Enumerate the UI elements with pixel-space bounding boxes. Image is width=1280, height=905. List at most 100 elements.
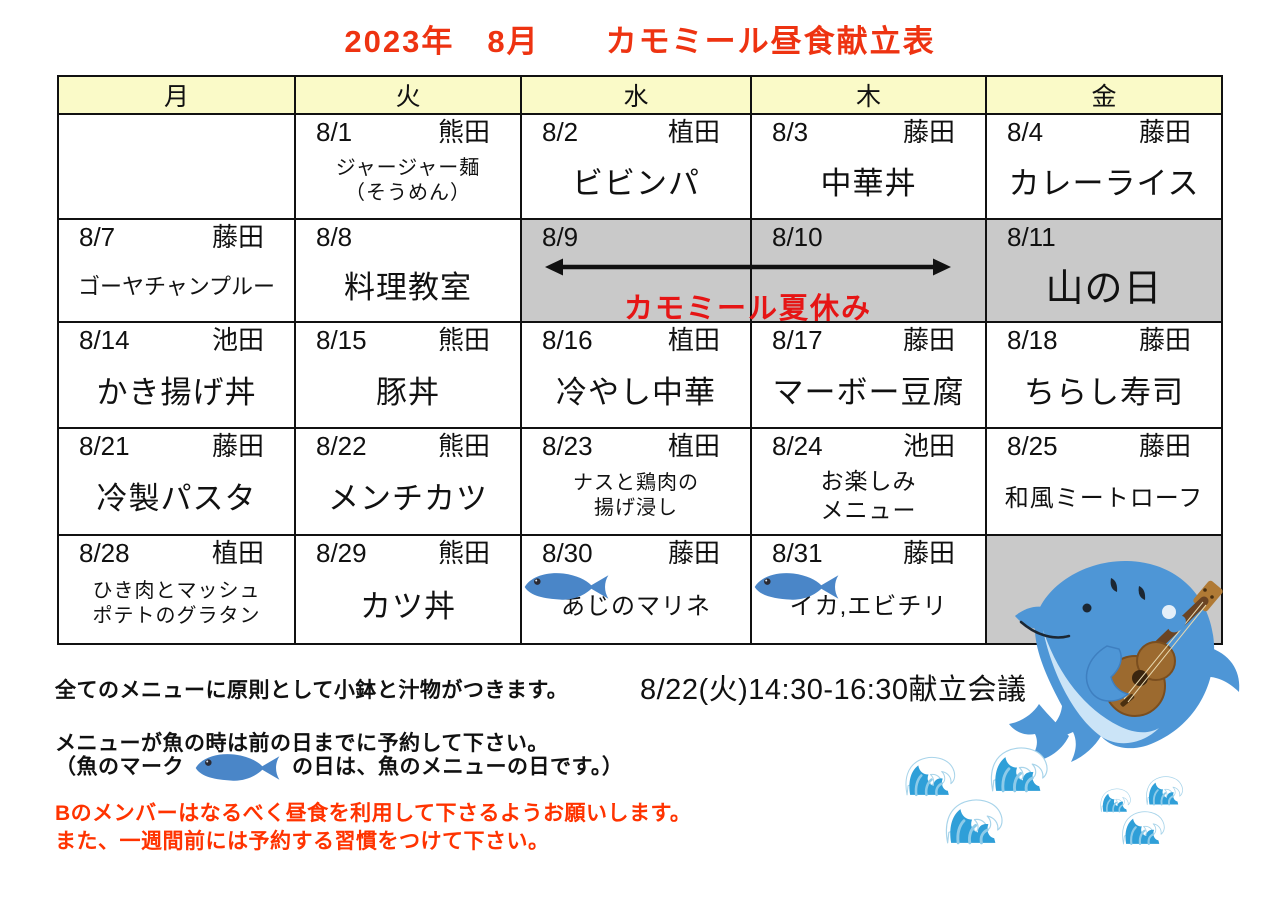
cell-menu: ジャージャー麺 （そうめん） [335,156,481,204]
cell-date: 8/8 [316,222,353,252]
summer-vacation-arrow [545,258,951,276]
cell-date: 8/18 [1007,325,1058,355]
wave-icon [1099,787,1132,813]
cell-aug-7: 8/7 藤田 ゴーヤチャンプルー [57,218,296,323]
cell-date: 8/10 [772,222,823,252]
cell-date: 8/4 [1007,117,1044,147]
cell-aug-29: 8/29 熊田 カツ丼 [294,534,522,645]
weekday-fri: 金 [985,75,1223,115]
cell-menu: 冷製パスタ [96,481,257,517]
cell-staff: 藤田 [902,538,955,568]
note-fish-mark-pre: （魚のマーク [55,755,184,779]
cell-menu: かき揚げ丼 [96,374,257,410]
cell-date: 8/9 [542,222,579,252]
dolphin-ukulele-illustration [904,560,1240,846]
cell-menu: ひき肉とマッシュ ポテトのグラタン [92,579,261,627]
cell-aug-18: 8/18 藤田 ちらし寿司 [985,321,1223,429]
cell-date: 8/2 [542,117,579,147]
cell-menu: 豚丼 [376,374,440,410]
week-row-3: 8/14 池田 かき揚げ丼 8/15 熊田 豚丼 8/16 植田 冷やし中華 8/17… [57,321,1223,429]
week-row-4: 8/21 藤田 冷製パスタ 8/22 熊田 メンチカツ 8/23 植田 ナスと鶏肉の … [57,427,1223,536]
cell-date: 8/1 [316,117,353,147]
cell-menu: ナスと鶏肉の 揚げ浸し [573,471,699,519]
cell-staff: 池田 [211,325,264,355]
cell-staff: 熊田 [437,538,490,568]
cell-menu: 中華丼 [820,166,917,202]
cell-aug-31-fish-day: 8/31 藤田 イカ,エビチリ [750,534,987,645]
cell-staff: 藤田 [1138,117,1191,147]
cell-menu: カレーライス [1008,166,1200,202]
summer-vacation-label: カモミール夏休み [623,293,872,325]
cell-staff: 藤田 [667,538,720,568]
note-side-dishes: 全てのメニューに原則として小鉢と汁物がつきます。 [55,679,569,702]
cell-aug-10-vacation: 8/10 [750,218,987,323]
ukulele-icon [1104,580,1223,717]
cell-staff: 植田 [667,325,720,355]
cell-aug-11-mountain-day: 8/11 山の日 [985,218,1223,323]
fish-icon [186,750,290,786]
warning-reserve-habit: また、一週間前には予約する習慣をつけて下さい。 [55,830,550,853]
fish-icon [520,569,614,605]
cell-aug-15: 8/15 熊田 豚丼 [294,321,522,429]
cell-staff: 藤田 [1138,325,1191,355]
cell-staff: 池田 [902,431,955,461]
wave-icon [944,798,1004,845]
cell-staff: 藤田 [902,117,955,147]
wave-icon [1145,775,1184,806]
cell-menu: ビビンパ [572,166,700,202]
cell-menu: あじのマリネ [561,593,711,621]
cell-date: 8/17 [772,325,823,355]
cell-menu: ゴーヤチャンプルー [77,273,276,299]
cell-staff: 熊田 [437,117,490,147]
wave-icon [1121,810,1166,846]
cell-aug-17: 8/17 藤田 マーボー豆腐 [750,321,987,429]
menu-meeting-note: 8/22(火)14:30-16:30献立会議 [640,674,1027,706]
cell-date: 8/31 [772,538,823,568]
wave-icon [904,756,957,797]
cell-staff: 熊田 [437,431,490,461]
fish-icon [750,569,844,605]
cell-aug-22: 8/22 熊田 メンチカツ [294,427,522,536]
cell-date: 8/7 [79,222,116,252]
cell-date: 8/15 [316,325,367,355]
cell-menu: マーボー豆腐 [772,374,965,410]
cell-menu: ちらし寿司 [1024,374,1184,410]
cell-date: 8/14 [79,325,130,355]
cell-aug-1: 8/1 熊田 ジャージャー麺 （そうめん） [294,113,522,220]
cell-menu: お楽しみ メニュー [820,468,917,523]
cell-menu: カツ丼 [360,589,456,625]
cell-aug-30-fish-day: 8/30 藤田 あじのマリネ [520,534,752,645]
week-row-5: 8/28 植田 ひき肉とマッシュ ポテトのグラタン 8/29 熊田 カツ丼 8/30… [57,534,1223,645]
cell-date: 8/29 [316,538,367,568]
cell-menu: イカ,エビチリ [789,593,948,621]
cell-menu [59,118,294,218]
cell-aug-24: 8/24 池田 お楽しみ メニュー [750,427,987,536]
cell-staff: 藤田 [1138,431,1191,461]
cell-date: 8/30 [542,538,593,568]
summer-vacation-annotation: カモミール夏休み [545,256,951,327]
page-title: 2023年 8月 カモミール昼食献立表 [344,24,936,59]
cell-staff: 植田 [667,117,720,147]
weekday-header-row: 月 火 水 木 金 [57,75,1223,115]
cell-staff: 植田 [211,538,264,568]
cell-aug-21: 8/21 藤田 冷製パスタ [57,427,296,536]
cell-aug-3: 8/3 藤田 中華丼 [750,113,987,220]
cell-menu: 和風ミートローフ [1004,485,1204,513]
note-fish-reservation: メニューが魚の時は前の日までに予約して下さい。 [55,732,549,755]
cell-aug-4: 8/4 藤田 カレーライス [985,113,1223,220]
cell-aug-25: 8/25 藤田 和風ミートローフ [985,427,1223,536]
warning-use-lunch: Bのメンバーはなるべく昼食を利用して下さるようお願いします。 [55,802,692,825]
cell-date: 8/25 [1007,431,1058,461]
cell-staff: 植田 [667,431,720,461]
cell-aug-28: 8/28 植田 ひき肉とマッシュ ポテトのグラタン [57,534,296,645]
weekday-mon: 月 [57,75,296,115]
cell-date: 8/16 [542,325,593,355]
cell-date: 8/21 [79,431,130,461]
cell-date: 8/11 [1007,222,1056,252]
wave-icon [989,746,1049,793]
note-fish-mark: （魚のマーク の日は、魚のメニューの日です。） [55,750,623,786]
weekday-wed: 水 [520,75,752,115]
weekday-thu: 木 [750,75,987,115]
cell-date: 8/22 [316,431,367,461]
cell-aug-16: 8/16 植田 冷やし中華 [520,321,752,429]
